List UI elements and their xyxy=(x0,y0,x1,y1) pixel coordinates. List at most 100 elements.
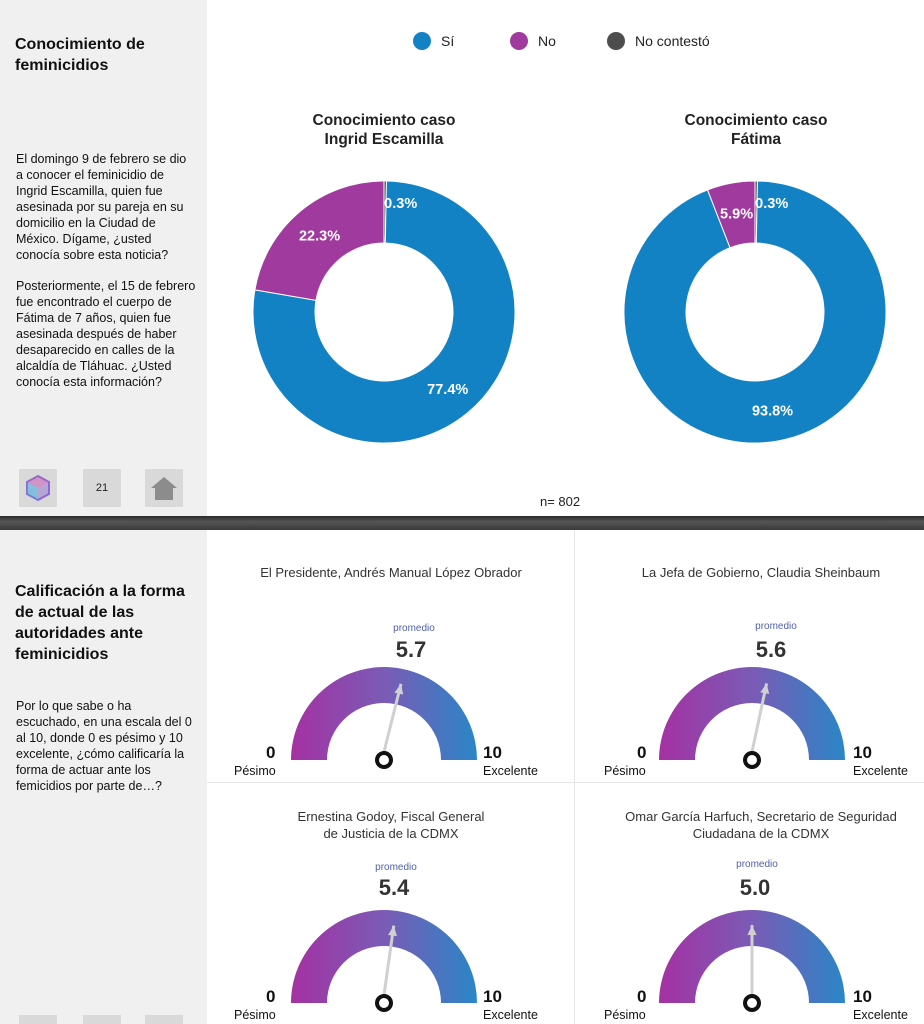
page-number: 21 xyxy=(95,482,109,494)
gauge-arc xyxy=(291,910,477,1003)
legend-dot-si xyxy=(413,32,431,50)
donut-ingrid-label-no: 22.3% xyxy=(299,229,340,245)
gauge-min-value: 0 xyxy=(266,743,276,762)
gauge-chart-seguridad xyxy=(659,910,845,1012)
donut-ingrid-slice-no xyxy=(254,180,385,301)
gauge-max-value: 10 xyxy=(853,743,872,762)
logo-button[interactable] xyxy=(19,1015,57,1024)
gauge-needle xyxy=(382,925,396,996)
gauge-arc xyxy=(291,667,477,760)
gauge-needle xyxy=(382,683,403,753)
gauge-title-president: El Presidente, Andrés Manual López Obrad… xyxy=(221,564,561,581)
gauge-arc xyxy=(659,910,845,1003)
slide-divider xyxy=(0,516,924,530)
legend-label-no: No xyxy=(538,33,556,49)
gauge-needle-head xyxy=(760,683,770,695)
legend-item-no-contesto: No contestó xyxy=(607,32,710,50)
gauge-needle-head xyxy=(747,925,757,935)
grid-divider-vertical xyxy=(574,530,575,1024)
gauge-min-label: Pésimo xyxy=(604,764,646,778)
home-icon xyxy=(151,477,177,500)
gauge-chart-jefa-gobierno xyxy=(659,667,845,769)
donut-ingrid-slice-sí xyxy=(252,180,516,444)
gauge-max-value: 10 xyxy=(853,987,872,1006)
donut-fatima-slice-sí xyxy=(623,180,887,444)
promedio-label: promedio xyxy=(755,621,797,632)
donut-fatima-slice-no xyxy=(706,180,756,249)
legend-dot-no xyxy=(510,32,528,50)
gauge-needle-head xyxy=(394,683,404,695)
slide-title: Conocimiento de feminicidios xyxy=(15,36,145,74)
question-text: Por lo que sabe o ha escuchado, en una e… xyxy=(16,699,192,793)
gauge-min-value: 0 xyxy=(637,987,647,1006)
donut-ingrid-label-sí: 77.4% xyxy=(427,382,468,398)
donut-chart-fatima: 0.3% 93.8% 5.9% xyxy=(623,180,887,444)
gauge-title-jefa-gobierno: La Jefa de Gobierno, Claudia Sheinbaum xyxy=(591,564,924,581)
home-button[interactable] xyxy=(145,1015,183,1024)
gauge-title-seguridad: Omar García Harfuch, Secretario de Segur… xyxy=(591,808,924,842)
donut-title-fatima-line-2: Fátima xyxy=(731,131,781,148)
gauge-max-value: 10 xyxy=(483,743,502,762)
cube-logo-icon xyxy=(26,474,50,502)
legend-item-no: No xyxy=(510,32,556,50)
promedio-label: promedio xyxy=(736,859,778,870)
gauge-max-label: Excelente xyxy=(853,764,908,778)
donut-title-ingrid: Conocimiento caso Ingrid Escamilla xyxy=(284,111,484,149)
legend-label-no-contesto: No contestó xyxy=(635,33,710,49)
promedio-label: promedio xyxy=(393,623,435,634)
gauge-arc xyxy=(659,667,845,760)
gauge-title-line-2: Ciudadana de la CDMX xyxy=(692,826,830,841)
donut-title-fatima-line-1: Conocimiento caso xyxy=(684,112,828,129)
donut-chart-ingrid: 0.3% 77.4% 22.3% xyxy=(252,180,516,444)
legend-dot-no-contesto xyxy=(607,32,625,50)
donut-title-fatima: Conocimiento caso Fátima xyxy=(656,111,856,149)
promedio-value-seguridad: 5.0 xyxy=(739,875,771,900)
gauge-title-fiscal: Ernestina Godoy, Fiscal General de Justi… xyxy=(221,808,561,842)
gauge-max-value: 10 xyxy=(483,987,502,1006)
gauge-hub xyxy=(375,751,393,769)
page-number-box: 21 xyxy=(83,469,121,507)
grid-divider-horizontal xyxy=(207,782,924,783)
question-text: El domingo 9 de febrero se dio a conocer… xyxy=(16,151,196,390)
gauge-title-line-1: Ernestina Godoy, Fiscal General xyxy=(297,809,485,824)
gauge-min-label: Pésimo xyxy=(234,764,276,778)
gauge-title-line: El Presidente, Andrés Manual López Obrad… xyxy=(260,565,522,580)
legend-label-si: Sí xyxy=(441,33,455,49)
donut-title-ingrid-line-2: Ingrid Escamilla xyxy=(324,131,444,148)
gauge-hub xyxy=(375,994,393,1012)
gauge-hub xyxy=(743,751,761,769)
donut-fatima-label-no-contestó: 0.3% xyxy=(755,196,788,212)
gauge-needle xyxy=(750,683,769,753)
question-paragraph-2: Posteriormente, el 15 de febrero fue enc… xyxy=(16,279,196,389)
gauge-title-line-1: Omar García Harfuch, Secretario de Segur… xyxy=(625,809,897,824)
gauge-needle-head xyxy=(388,925,397,937)
gauge-min-value: 0 xyxy=(266,987,276,1006)
donut-fatima-label-no: 5.9% xyxy=(720,207,753,223)
sidebar: Conocimiento de feminicidios El domingo … xyxy=(0,0,207,516)
slide-title: Calificación a la forma de actual de las… xyxy=(15,583,185,663)
gauge-chart-president xyxy=(291,667,477,769)
donut-ingrid-label-no-contestó: 0.3% xyxy=(384,196,417,212)
gauge-max-label: Excelente xyxy=(853,1008,908,1022)
home-button[interactable] xyxy=(145,469,183,507)
gauge-title-line: La Jefa de Gobierno, Claudia Sheinbaum xyxy=(641,565,881,580)
gauge-min-label: Pésimo xyxy=(604,1008,646,1022)
gauge-chart-fiscal xyxy=(291,910,477,1012)
page-number-box xyxy=(83,1015,121,1024)
gauge-max-label: Excelente xyxy=(483,1008,538,1022)
promedio-value-fiscal: 5.4 xyxy=(378,875,410,900)
gauge-min-label: Pésimo xyxy=(234,1008,276,1022)
slide-ratings: Calificación a la forma de actual de las… xyxy=(0,530,924,1024)
sample-size: n= 802 xyxy=(539,494,581,509)
question-paragraph-1: El domingo 9 de febrero se dio a conocer… xyxy=(16,152,187,262)
gauge-hub xyxy=(743,994,761,1012)
promedio-label: promedio xyxy=(375,862,417,873)
promedio-value-jefa-gobierno: 5.6 xyxy=(755,637,787,662)
gauge-max-label: Excelente xyxy=(483,764,538,778)
logo-button[interactable] xyxy=(19,469,57,507)
promedio-value-president: 5.7 xyxy=(395,637,427,662)
gauge-min-value: 0 xyxy=(637,743,647,762)
gauge-title-line-2: de Justicia de la CDMX xyxy=(323,826,459,841)
donut-title-ingrid-line-1: Conocimiento caso xyxy=(312,112,456,129)
legend-item-si: Sí xyxy=(413,32,454,50)
